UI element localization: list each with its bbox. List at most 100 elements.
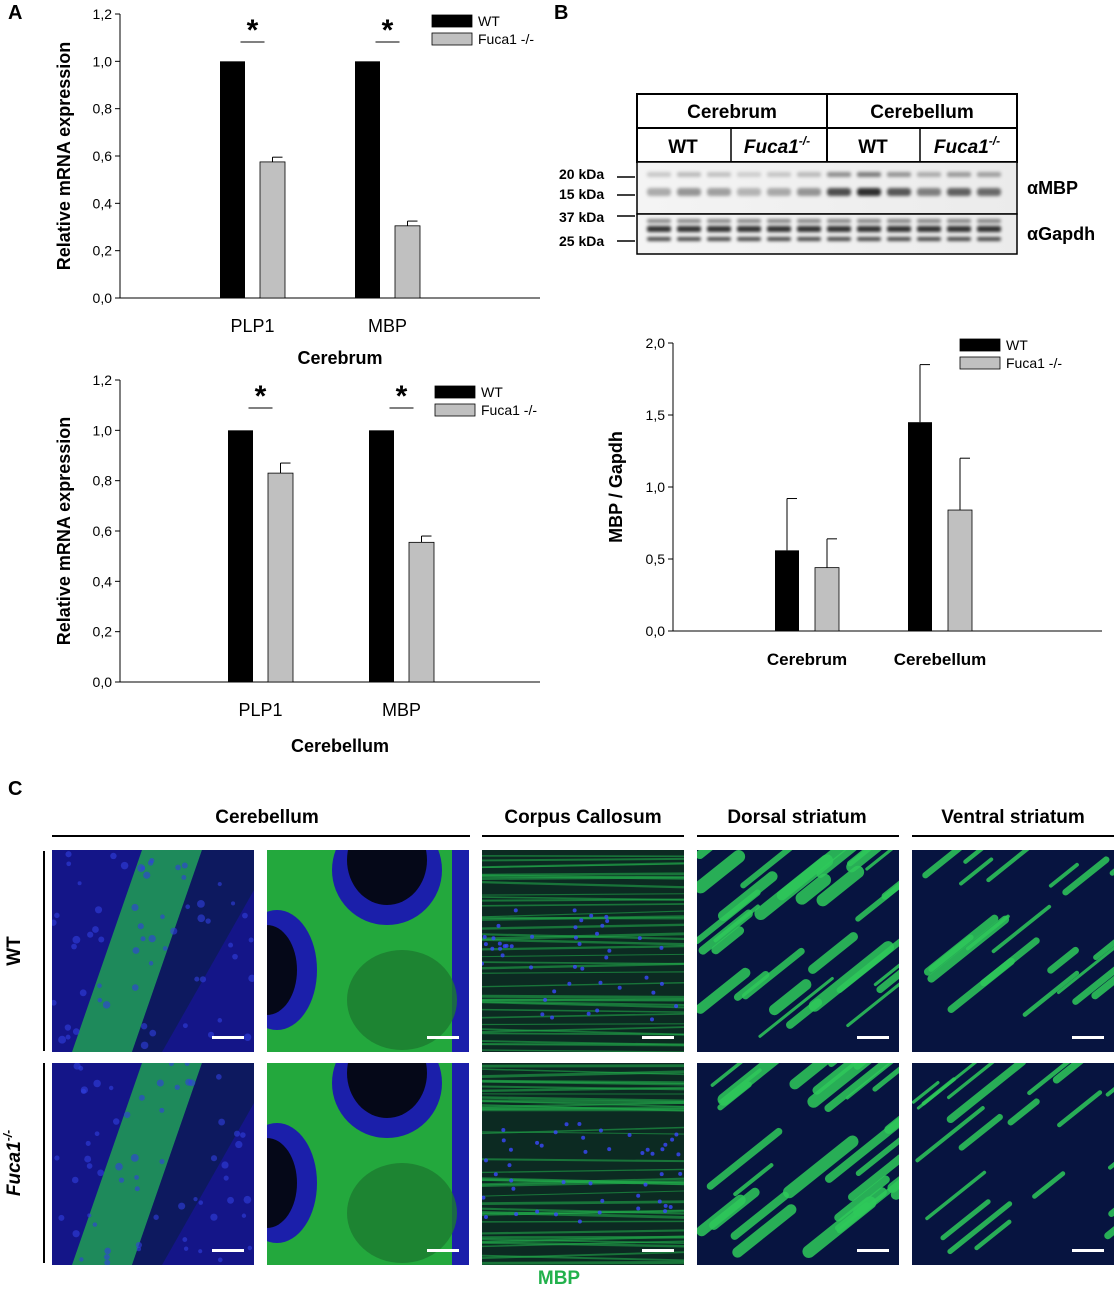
nucleus	[650, 1151, 655, 1156]
nucleus	[514, 1212, 519, 1217]
fiber-bundle	[963, 850, 984, 864]
western-blot: Cerebrum Cerebellum WT Fuca1-/- WT Fuca1…	[555, 88, 1095, 263]
fiber-bundle	[711, 926, 745, 955]
row-label-wt: WT	[4, 936, 25, 966]
nucleus	[491, 936, 496, 941]
nucleus	[104, 1259, 111, 1265]
fiber	[482, 1085, 684, 1091]
nucleus	[674, 1004, 679, 1009]
nucleus	[600, 1198, 605, 1203]
nucleus	[553, 1212, 558, 1217]
band-37	[797, 219, 821, 223]
panel-c-header: Cerebellum Corpus Callosum Dorsal striat…	[52, 807, 1114, 837]
fiber-bundle	[836, 1179, 899, 1234]
nucleus	[235, 1140, 243, 1149]
micrograph-background	[267, 1063, 469, 1265]
nucleus	[84, 1155, 92, 1163]
fiber	[482, 1240, 684, 1248]
nucleus	[511, 1186, 516, 1191]
nucleus	[168, 1063, 174, 1067]
nucleus	[507, 1163, 512, 1168]
panel-label-a: A	[8, 2, 23, 24]
nucleus	[184, 1063, 190, 1066]
nucleus	[482, 934, 487, 939]
fiber-bundle	[697, 967, 751, 1014]
micrograph-wt-1	[52, 850, 254, 1052]
fiber-bundle	[807, 1063, 872, 1108]
nucleus	[657, 1199, 662, 1204]
fiber	[482, 1158, 684, 1163]
significance-star: *	[382, 14, 394, 47]
band-mbp-lower	[887, 188, 911, 196]
fiber-bundle	[1109, 868, 1114, 876]
band-25	[887, 237, 911, 241]
row-labels: WT Fuca1-/-	[1, 851, 45, 1263]
nucleus	[651, 990, 656, 995]
striatum-background	[912, 1063, 1114, 1265]
scale-bar	[642, 1249, 674, 1252]
fiber	[482, 1229, 684, 1235]
band-mbp-upper	[767, 172, 791, 177]
nucleus	[85, 1140, 91, 1146]
fiber-bundle	[991, 904, 1052, 954]
nucleus	[185, 1078, 193, 1086]
nucleus	[617, 985, 622, 990]
blot-genotype-ko-2: Fuca1-/-	[934, 134, 1000, 158]
granular-edge	[452, 1063, 469, 1265]
fiber	[482, 857, 684, 862]
legend-swatch	[434, 385, 476, 399]
y-tick-label: 0,6	[93, 148, 113, 164]
y-tick-label: 0,6	[93, 523, 113, 539]
nucleus	[232, 953, 238, 960]
fiber-bundle	[890, 1185, 899, 1200]
fiber	[482, 1096, 684, 1103]
fiber	[482, 1254, 684, 1262]
x-axis-label: Cerebrum	[297, 348, 382, 368]
fiber-bundle	[733, 970, 770, 1001]
molecular-layer	[132, 1063, 254, 1265]
bar-wt	[355, 61, 380, 299]
band-mbp-lower	[737, 188, 761, 196]
bar-wt	[228, 430, 253, 682]
fiber	[482, 1126, 684, 1135]
y-axis-label: Relative mRNA expression	[54, 42, 74, 270]
scale-bar	[1072, 1036, 1104, 1039]
nucleus	[97, 997, 103, 1003]
fiber	[482, 896, 684, 901]
band-mbp-upper	[677, 172, 701, 177]
fiber	[482, 1178, 684, 1185]
fiber	[482, 1013, 684, 1019]
y-tick-label: 1,5	[646, 407, 666, 423]
fiber	[482, 1101, 684, 1109]
fiber-bundle	[697, 850, 713, 860]
nucleus	[668, 1204, 673, 1209]
fiber-bundle	[846, 982, 899, 1028]
fiber-bundle	[824, 1063, 891, 1112]
band-37	[947, 219, 971, 223]
nucleus	[92, 1222, 98, 1227]
fiber	[482, 1180, 684, 1188]
fiber-bundle	[697, 850, 746, 894]
legend-label: Fuca1 -/-	[481, 402, 537, 418]
fiber	[482, 961, 684, 965]
band-37	[827, 219, 851, 223]
nucleus	[65, 1034, 71, 1040]
nucleus	[108, 1085, 114, 1091]
nucleus	[136, 1246, 142, 1252]
nucleus	[94, 1131, 100, 1137]
fiber-bundle	[719, 1068, 762, 1104]
nucleus	[135, 1241, 142, 1249]
legend-label: Fuca1 -/-	[1006, 355, 1062, 371]
band-gapdh	[827, 226, 851, 232]
fiber-bundle	[768, 979, 812, 1016]
fiber-bundle	[834, 1175, 890, 1222]
band-37	[917, 219, 941, 223]
fiber	[482, 893, 684, 896]
fiber-bundle	[824, 1117, 899, 1183]
granular-region	[267, 910, 317, 1030]
nucleus	[607, 948, 612, 953]
band-gapdh	[977, 226, 1001, 232]
fiber	[482, 1068, 684, 1076]
y-tick-label: 0,0	[646, 623, 666, 639]
nucleus	[160, 914, 165, 920]
